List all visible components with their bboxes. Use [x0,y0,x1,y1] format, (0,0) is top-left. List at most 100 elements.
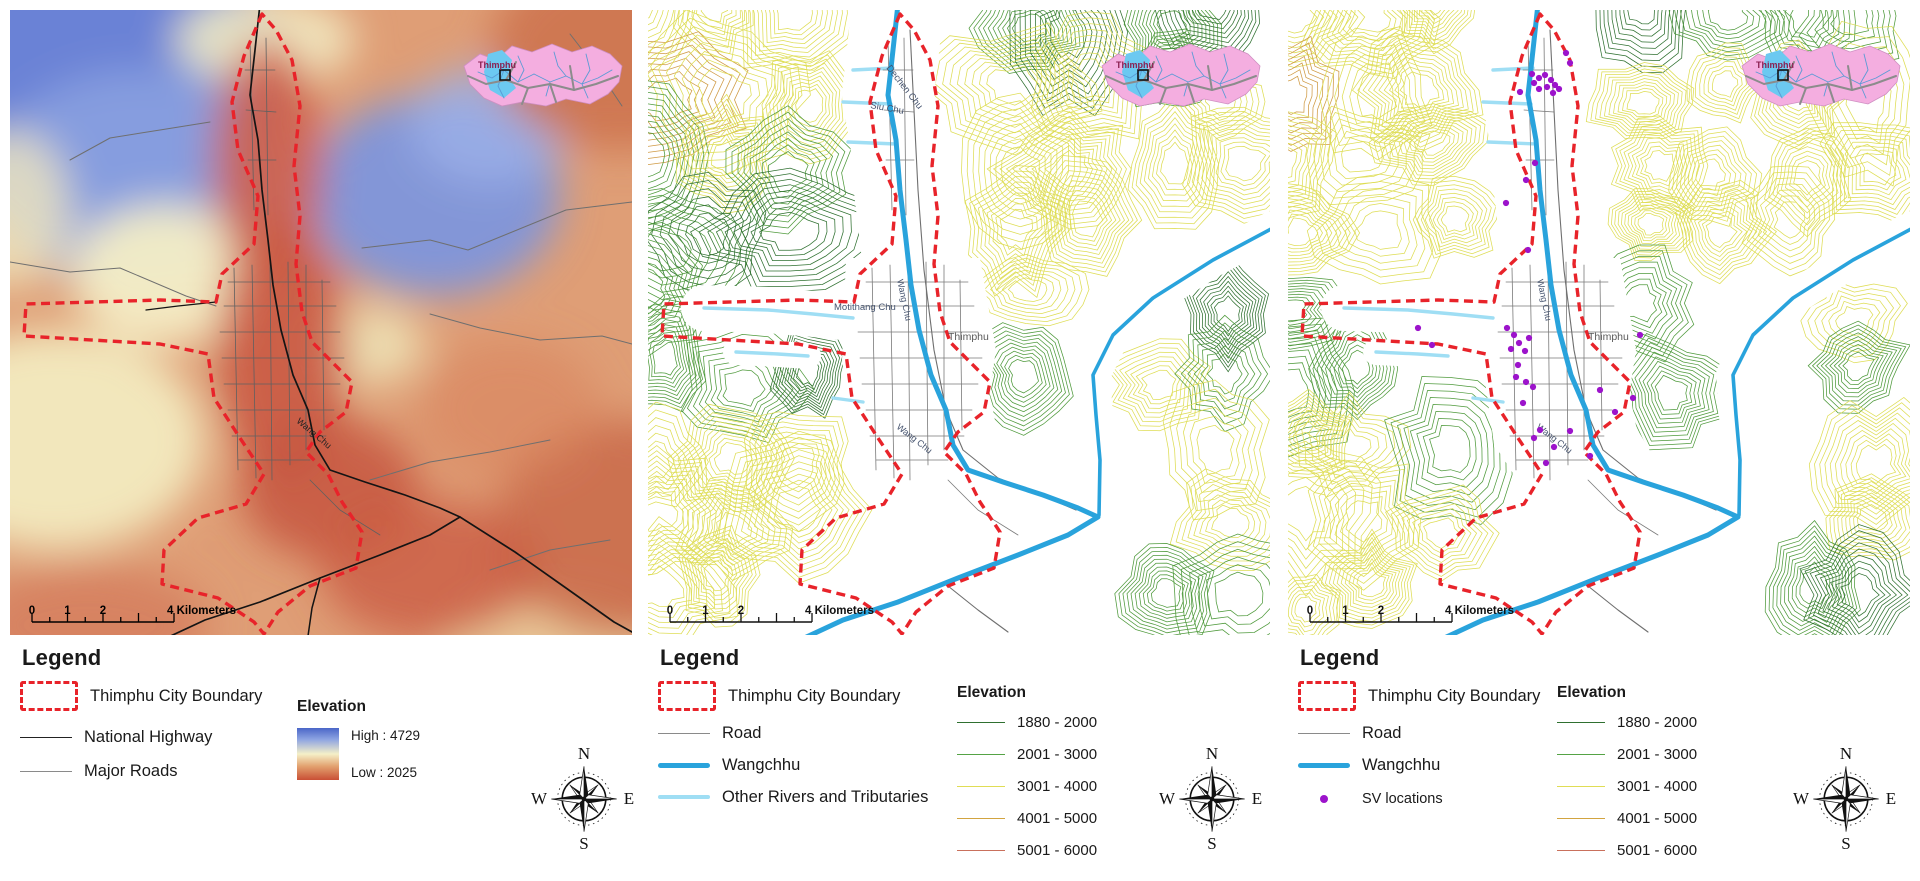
legend-item-label: Road [722,723,762,742]
legend-item-label: SV locations [1362,791,1443,807]
elevation-class-row: 3001 - 4000 [1557,778,1697,795]
elevation-class-swatch [957,754,1005,755]
compass-star-icon [1813,766,1879,832]
elevation-class-label: 1880 - 2000 [1617,714,1698,731]
compass-west-label: W [1159,789,1176,808]
compass-south-label: S [579,834,589,853]
elevation-title: Elevation [1557,684,1626,701]
compass-east-label: E [1885,789,1897,808]
svg-text:Thimphu: Thimphu [948,331,989,343]
legend-item-city-boundary: Thimphu City Boundary [658,681,928,711]
national-highway-swatch [20,736,72,738]
elevation-class-row: 4001 - 5000 [1557,810,1697,827]
elevation-class-row: 1880 - 2000 [957,714,1097,731]
elevation-class-row: 5001 - 6000 [1557,842,1697,859]
legend-item-sv-locations: SV locations [1298,789,1540,809]
elevation-class-row: 1880 - 2000 [1557,714,1697,731]
elevation-class-row: 3001 - 4000 [957,778,1097,795]
elevation-class-swatch [1557,818,1605,819]
legend-left-elevation: Elevation High : 4729 Low : 2025 [297,698,420,780]
svg-text:4 Kilometers: 4 Kilometers [805,605,874,617]
inset-thimphu-label: Thimphu [1756,60,1794,70]
legend-item-wangchhu: Wangchhu [1298,755,1540,775]
legend-item-label: Major Roads [84,761,178,780]
study-area-box [1137,69,1149,81]
compass-north-label: N [1205,744,1219,763]
legend-item-label: Thimphu City Boundary [1368,686,1541,705]
elevation-ramp [297,728,339,780]
compass-west-label: W [1793,789,1810,808]
study-area-box [1777,69,1789,81]
elevation-class-label: 4001 - 5000 [1617,810,1698,827]
road-swatch [1298,732,1350,734]
wangchhu-swatch [658,762,710,768]
elevation-class-label: 2001 - 3000 [1017,746,1098,763]
legend-right-title: Legend [1300,645,1380,670]
legend-item-road: Road [1298,723,1540,743]
contour-lines-layer [648,10,1270,635]
sv-location-swatch [1298,795,1350,803]
elevation-low-label: Low : 2025 [351,765,418,780]
elevation-class-swatch [957,818,1005,819]
scale-bar: 0 1 2 4 Kilometers [667,605,874,623]
legend-item-label: Wangchhu [1362,755,1441,774]
svg-text:4 Kilometers: 4 Kilometers [167,605,236,617]
elevation-class-swatch [957,786,1005,787]
legend-item-label: Wangchhu [722,755,801,774]
legend-item-city-boundary: Thimphu City Boundary [20,681,262,711]
compass-rose: N W E S [1152,744,1272,872]
svg-text:1: 1 [1342,605,1349,617]
boundary-swatch [1298,681,1356,711]
elevation-class-label: 2001 - 3000 [1617,746,1698,763]
major-roads-layer [10,33,632,571]
tributary-rivers-layer [1342,66,1538,404]
legend-left-title: Legend [22,645,102,670]
inset-thimphu-label: Thimphu [478,60,516,70]
bhutan-inset-map: Thimphu [1741,43,1901,107]
svg-text:2: 2 [738,605,744,617]
thimphu-city-boundary-line [660,12,1002,635]
legend-item-label: Other Rivers and Tributaries [722,787,929,806]
compass-east-label: E [623,789,635,808]
elevation-class-swatch [1557,722,1605,723]
dem-map-panel: Wang Chu Thimphu 0 1 2 4 Kilometers [10,10,632,635]
inset-thimphu-label: Thimphu [1116,60,1154,70]
thimphu-city-boundary-line [1300,12,1642,635]
legend-item-label: Road [1362,723,1402,742]
legend-middle-title: Legend [660,645,740,670]
legend-item-major-roads: Major Roads [20,761,262,781]
svg-text:4 Kilometers: 4 Kilometers [1445,605,1514,617]
svg-text:Motithang Chu: Motithang Chu [834,302,896,313]
compass-south-label: S [1841,834,1851,853]
national-highway-layer [145,10,632,635]
legend-left: Legend Thimphu City Boundary National Hi… [20,645,262,792]
legend-item-label: Thimphu City Boundary [90,686,263,705]
elevation-class-row: 4001 - 5000 [957,810,1097,827]
elevation-class-swatch [957,850,1005,851]
legend-right-elevation: Elevation 1880 - 2000 2001 - 3000 3001 -… [1557,684,1697,874]
compass-north-label: N [577,744,591,763]
svg-text:0: 0 [29,605,35,617]
road-swatch [658,732,710,734]
compass-east-label: E [1251,789,1263,808]
sv-locations-layer [1414,49,1644,467]
elevation-title: Elevation [957,684,1026,701]
compass-star-icon [551,766,617,832]
compass-star-icon [1179,766,1245,832]
scale-bar: 0 1 2 4 Kilometers [1307,605,1514,623]
elevation-class-label: 3001 - 4000 [1017,778,1098,795]
svg-text:2: 2 [100,605,106,617]
elevation-class-swatch [957,722,1005,723]
elevation-class-label: 5001 - 6000 [1017,842,1098,859]
elevation-class-row: 2001 - 3000 [957,746,1097,763]
legend-item-road: Road [658,723,928,743]
elevation-class-label: 5001 - 6000 [1617,842,1698,859]
compass-west-label: W [531,789,548,808]
elevation-class-row: 2001 - 3000 [1557,746,1697,763]
study-area-box [499,69,511,81]
svg-text:1: 1 [702,605,709,617]
bhutan-inset-map: Thimphu [1101,43,1261,107]
